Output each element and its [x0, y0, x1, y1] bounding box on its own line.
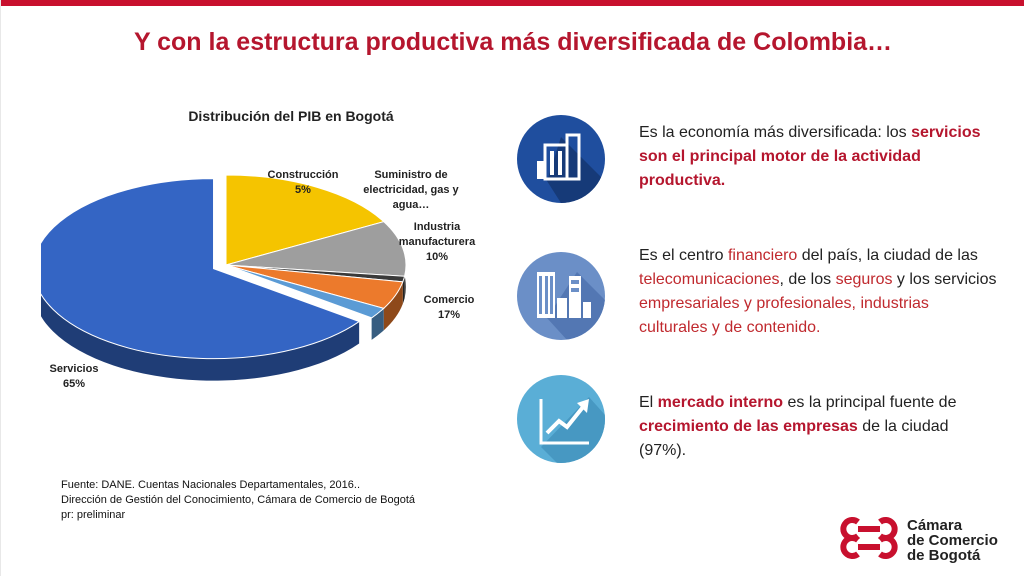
point-2-empresariales: empresariales y profesionales, industria…	[639, 295, 929, 336]
label-industria: Industria manufacturera 10%	[389, 220, 485, 265]
label-servicios-pct: 65%	[62, 378, 86, 390]
point-diversified: Es la economía más diversificada: los se…	[639, 121, 999, 193]
label-construccion: Construcción 5%	[263, 168, 343, 198]
point-2-text-c: , de los	[779, 271, 836, 288]
source-note: Fuente: DANE. Cuentas Nacionales Departa…	[61, 478, 415, 523]
label-comercio-name: Comercio	[423, 294, 475, 306]
buildings-icon	[517, 115, 605, 203]
pie-slice-industria	[225, 221, 407, 277]
point-3-crecimiento: crecimiento de las empresas	[639, 418, 858, 435]
point-internal-market: El mercado interno es la principal fuent…	[639, 391, 999, 463]
point-financial-center: Es el centro financiero del país, la ciu…	[639, 244, 999, 340]
label-comercio-pct: 17%	[437, 309, 461, 321]
slide-title: Y con la estructura productiva más diver…	[133, 28, 893, 56]
point-2-text-d: y los servicios	[892, 271, 997, 288]
point-2-text-a: Es el centro	[639, 247, 728, 264]
source-line-3: pr: preliminar	[61, 509, 126, 521]
point-1-highlight: servicios son el principal motor de la a…	[639, 124, 981, 189]
pie-slice-side	[383, 281, 403, 331]
label-suministro-l1: Suministro de	[374, 169, 448, 181]
source-line-2: Dirección de Gestión del Conocimiento, C…	[61, 494, 416, 506]
label-servicios: Servicios 65%	[41, 362, 107, 392]
logo-line-3: de Bogotá	[907, 547, 981, 564]
growth-chart-icon	[517, 375, 605, 463]
ccb-logo-icon	[840, 517, 898, 559]
point-3-text-c: de la ciudad (97%).	[639, 418, 949, 459]
label-construccion-name: Construcción	[267, 169, 339, 181]
point-3-text-a: El	[639, 394, 658, 411]
label-suministro-l3: agua…	[392, 199, 430, 211]
point-2-financiero: financiero	[727, 247, 798, 264]
label-servicios-name: Servicios	[49, 363, 99, 375]
label-industria-l2: manufacturera	[398, 236, 476, 248]
pie-chart	[41, 174, 407, 381]
point-2-text-b: del país, la ciudad de las	[797, 247, 978, 264]
chart-title: Distribución del PIB en Bogotá	[188, 108, 394, 124]
pie-slice-side	[402, 276, 405, 304]
pie-slice-servicios	[41, 178, 361, 360]
ccb-logo-text: Cámara de Comercio de Bogotá	[907, 518, 998, 563]
label-suministro-l2: electricidad, gas y	[363, 184, 459, 196]
pie-slice-other	[225, 264, 385, 319]
point-2-seguros: seguros	[835, 271, 893, 288]
point-1-text-a: Es la economía más diversificada: los	[639, 124, 912, 141]
pie-slice-comercio	[225, 174, 385, 266]
source-line-1: Fuente: DANE. Cuentas Nacionales Departa…	[61, 479, 360, 491]
point-3-mercado: mercado interno	[657, 394, 784, 411]
point-2-telecom: telecomunicaciones	[639, 271, 780, 288]
label-industria-l1: Industria	[413, 221, 461, 233]
label-industria-pct: 10%	[425, 251, 449, 263]
label-suministro: Suministro de electricidad, gas y agua…	[351, 168, 471, 213]
top-accent-bar	[1, 0, 1024, 6]
label-construccion-pct: 5%	[295, 184, 311, 196]
label-comercio: Comercio 17%	[417, 293, 481, 323]
logo-line-1: Cámara	[907, 517, 963, 534]
logo-line-2: de Comercio	[907, 532, 998, 549]
point-3-text-b: es la principal fuente de	[783, 394, 957, 411]
city-skyline-icon	[517, 252, 605, 340]
